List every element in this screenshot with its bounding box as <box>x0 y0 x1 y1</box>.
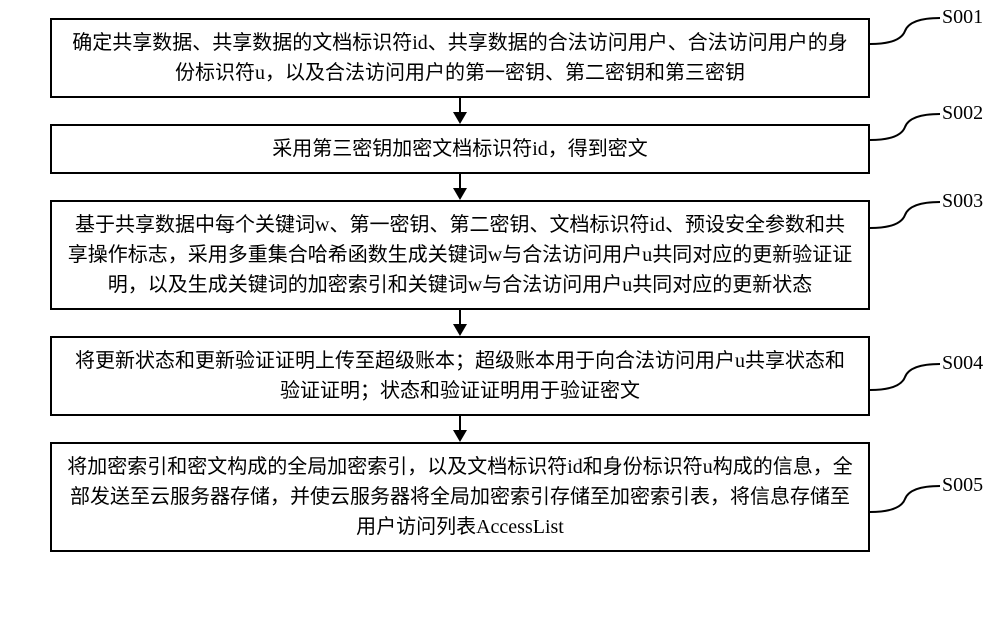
step-box-s002: 采用第三密钥加密文档标识符id，得到密文 <box>50 124 870 174</box>
step-box-s003: 基于共享数据中每个关键词w、第一密钥、第二密钥、文档标识符id、预设安全参数和共… <box>50 200 870 310</box>
flowchart-container: 确定共享数据、共享数据的文档标识符id、共享数据的合法访问用户、合法访问用户的身… <box>50 18 870 552</box>
step-text: 采用第三密钥加密文档标识符id，得到密文 <box>272 138 648 160</box>
step-text: 基于共享数据中每个关键词w、第一密钥、第二密钥、文档标识符id、预设安全参数和共… <box>68 214 852 296</box>
label-connector-curve <box>870 482 940 516</box>
step-label-s001: S001 <box>942 6 983 29</box>
step-text: 将加密索引和密文构成的全局加密索引，以及文档标识符id和身份标识符u构成的信息，… <box>67 456 853 538</box>
step-box-s001: 确定共享数据、共享数据的文档标识符id、共享数据的合法访问用户、合法访问用户的身… <box>50 18 870 98</box>
step-box-s004: 将更新状态和更新验证证明上传至超级账本；超级账本用于向合法访问用户u共享状态和验… <box>50 336 870 416</box>
step-label-s003: S003 <box>942 190 983 213</box>
step-label-s004: S004 <box>942 352 983 375</box>
connector-arrow <box>453 416 467 442</box>
connector-arrow <box>453 98 467 124</box>
label-connector-curve <box>870 360 940 394</box>
label-connector-curve <box>870 14 940 48</box>
label-connector-curve <box>870 110 940 144</box>
label-connector-curve <box>870 198 940 232</box>
step-text: 将更新状态和更新验证证明上传至超级账本；超级账本用于向合法访问用户u共享状态和验… <box>75 350 845 402</box>
connector-arrow <box>453 310 467 336</box>
step-label-s002: S002 <box>942 102 983 125</box>
step-label-s005: S005 <box>942 474 983 497</box>
step-box-s005: 将加密索引和密文构成的全局加密索引，以及文档标识符id和身份标识符u构成的信息，… <box>50 442 870 552</box>
step-text: 确定共享数据、共享数据的文档标识符id、共享数据的合法访问用户、合法访问用户的身… <box>72 32 848 84</box>
connector-arrow <box>453 174 467 200</box>
